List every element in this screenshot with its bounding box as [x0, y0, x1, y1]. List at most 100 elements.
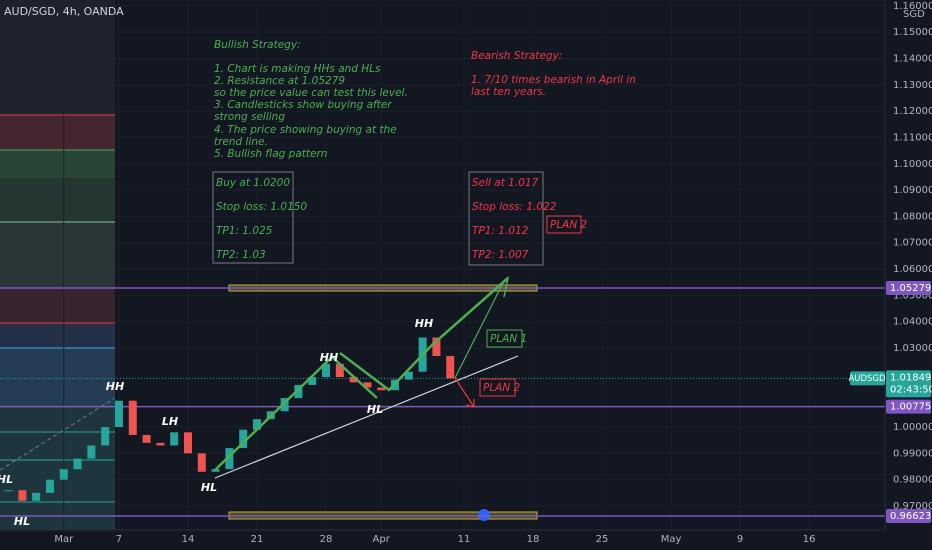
symbol-tag — [850, 371, 885, 386]
buy-note: Buy at 1.0200 — [216, 177, 290, 189]
bullish-note: 3. Candlesticks show buying after — [214, 99, 392, 111]
candle — [170, 432, 179, 446]
x-tick-label: Mar — [54, 534, 74, 545]
sell-note: Stop loss: 1.022 — [472, 201, 557, 213]
candle — [294, 384, 303, 399]
price-label: 1.01849 — [890, 372, 931, 383]
plan-label: PLAN 1 — [490, 333, 527, 345]
candle — [4, 490, 13, 492]
candle — [142, 434, 151, 443]
y-tick-label: 0.98000 — [893, 475, 932, 486]
candle — [32, 492, 41, 501]
bullish-note: 1. Chart is making HHs and HLs — [214, 63, 381, 75]
x-tick-label: 9 — [737, 534, 743, 545]
price-axis — [885, 0, 932, 530]
y-tick-label: 1.04000 — [893, 317, 932, 328]
candle — [101, 427, 110, 446]
pivot-label: HL — [367, 403, 383, 416]
bullish-note: 4. The price showing buying at the — [214, 124, 397, 136]
pivot-label: HH — [415, 317, 433, 330]
y-tick-label: 1.03000 — [893, 343, 932, 354]
chart-title: AUD/SGD, 4h, OANDA — [4, 5, 124, 18]
candle — [239, 429, 248, 449]
countdown-label: 02:43:50 — [890, 384, 932, 395]
candle — [45, 479, 54, 493]
x-tick-label: 16 — [803, 534, 816, 545]
y-tick-label: 1.16000 — [893, 1, 932, 12]
drawings — [212, 171, 582, 479]
candle — [197, 453, 206, 472]
price-tag — [886, 370, 931, 398]
bullish-note: strong selling — [214, 111, 285, 123]
pivot-label: HH — [320, 351, 338, 364]
pivot-label: HL — [14, 515, 30, 528]
sell-note: Sell at 1.017 — [472, 177, 539, 189]
candle — [59, 469, 68, 480]
y-tick-label: 1.05000 — [893, 290, 932, 301]
candle — [377, 387, 386, 391]
bullish-note: 2. Resistance at 1.05279 — [214, 75, 345, 87]
bullish-note: so the price value can test this level. — [214, 87, 408, 99]
y-tick-label: 1.00000 — [893, 422, 932, 433]
grid — [63, 0, 885, 530]
candle — [87, 445, 96, 459]
candle — [308, 377, 317, 385]
x-tick-label: 21 — [251, 534, 264, 545]
axes: 0.97000 0.98000 0.99000 1.00000 1.03000 1.040… — [54, 1, 932, 545]
candle — [73, 458, 82, 470]
y-tick-label: 1.12000 — [893, 106, 932, 117]
candle — [183, 432, 192, 454]
pivot-label: HL — [201, 481, 217, 494]
candle — [156, 442, 165, 446]
candle — [349, 377, 358, 383]
y-tick-label: 0.99000 — [893, 448, 932, 459]
y-tick-label: 1.08000 — [893, 211, 932, 222]
x-tick-label: Apr — [373, 534, 391, 545]
level-label: 0.96623 — [890, 511, 931, 522]
pivot-label: HL — [0, 473, 13, 486]
buy-note: TP1: 1.025 — [216, 225, 273, 237]
level-tag — [886, 508, 931, 523]
bullish-note: trend line. — [214, 136, 268, 148]
y-tick-label: 1.07000 — [893, 238, 932, 249]
y-tick-label: 0.97000 — [893, 501, 932, 512]
bearish-note: last ten years. — [471, 86, 546, 98]
x-tick-label: 11 — [458, 534, 471, 545]
y-tick-label: 1.10000 — [893, 159, 932, 170]
plan-label: PLAN 2 — [550, 219, 588, 231]
bearish-note: 1. 7/10 times bearish in April in — [471, 74, 636, 86]
bullish-note: 5. Bullish flag pattern — [214, 148, 327, 160]
candle — [363, 382, 372, 388]
candle — [335, 363, 344, 378]
level-label: 1.00775 — [890, 402, 931, 413]
y-tick-label: 1.11000 — [893, 132, 932, 143]
x-tick-label: 14 — [182, 534, 195, 545]
bullish-note: Bullish Strategy: — [214, 39, 301, 51]
candle — [128, 400, 137, 435]
levels — [0, 287, 885, 517]
level-tag — [886, 399, 931, 414]
candle — [18, 490, 27, 501]
y-tick-label: 1.09000 — [893, 185, 932, 196]
candle — [225, 448, 234, 470]
buy-note: Stop loss: 1.0150 — [216, 201, 307, 213]
time-axis — [0, 530, 932, 550]
y-tick-label: 1.06000 — [893, 264, 932, 275]
left-zone — [0, 0, 116, 530]
sell-note: TP2: 1.007 — [472, 249, 529, 261]
candle — [322, 363, 331, 378]
pivot-label: LH — [162, 415, 178, 428]
event-icon — [478, 509, 490, 521]
x-tick-label: 18 — [527, 534, 540, 545]
axis-unit: SGD — [903, 9, 925, 20]
pivot-label: HH — [106, 380, 124, 393]
level-label: 1.05279 — [890, 283, 931, 294]
x-tick-label: May — [661, 534, 682, 545]
y-tick-label: 1.15000 — [893, 27, 932, 38]
bearish-note: Bearish Strategy: — [471, 50, 562, 62]
level-tag — [886, 281, 931, 296]
y-tick-label: 1.14000 — [893, 53, 932, 64]
buy-note: TP2: 1.03 — [216, 249, 266, 261]
